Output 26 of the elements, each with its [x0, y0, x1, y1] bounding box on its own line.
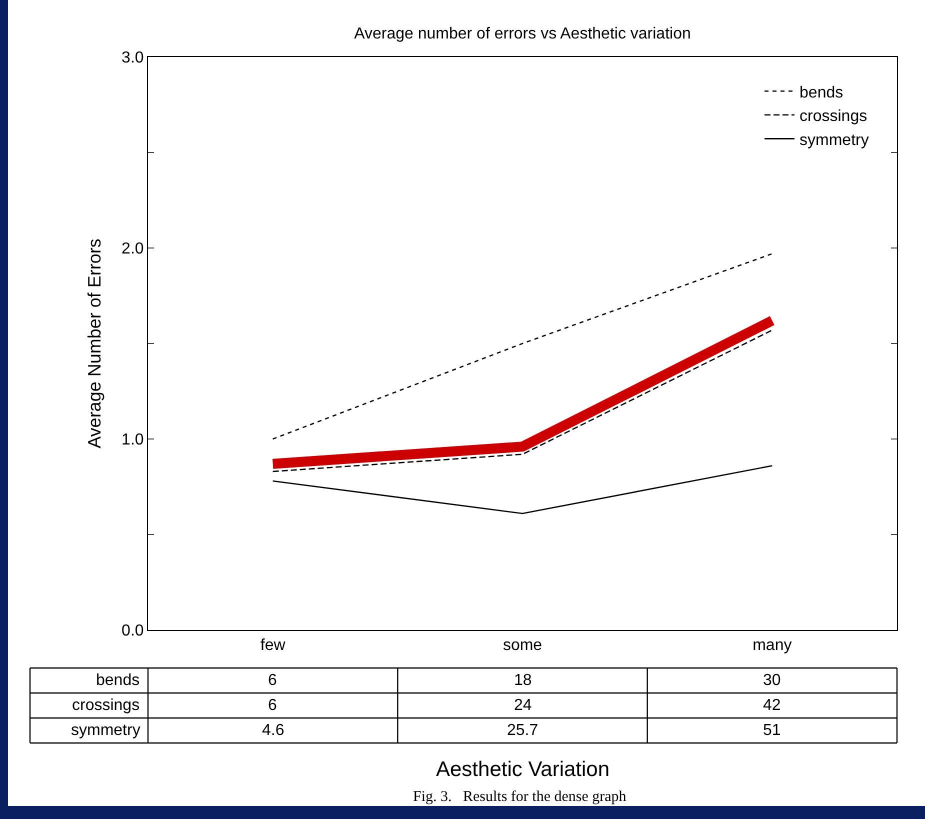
- y-tick-label: 2.0: [122, 240, 144, 258]
- legend-label: crossings: [800, 108, 868, 126]
- text: bends: [96, 672, 140, 689]
- x-tick-label: some: [502, 637, 542, 654]
- x-tick-label: few: [260, 637, 286, 654]
- text: 6: [268, 672, 277, 689]
- x-axis-title: Aesthetic Variation: [436, 758, 610, 781]
- legend-label: symmetry: [800, 132, 869, 149]
- text: 51: [763, 722, 781, 739]
- x-tick-label: many: [752, 637, 792, 654]
- text: 30: [763, 672, 781, 689]
- text: 18: [514, 672, 532, 689]
- y-tick-label: 3.0: [122, 50, 144, 67]
- text: 25.7: [507, 722, 538, 739]
- caption: Fig. 3. Results for the dense graph: [413, 789, 627, 805]
- text: 4.6: [262, 722, 284, 739]
- legend-label: bends: [800, 84, 844, 102]
- y-axis-title: Average Number of Errors: [84, 238, 105, 448]
- text: 42: [763, 697, 781, 714]
- y-tick-label: 1.0: [122, 432, 144, 449]
- y-tick-label: 0.0: [122, 622, 144, 640]
- text: 24: [514, 697, 532, 714]
- text: 6: [268, 697, 277, 714]
- text: symmetry: [71, 722, 140, 739]
- chart-title: Average number of errors vs Aesthetic variation: [354, 26, 691, 43]
- text: crossings: [72, 697, 140, 714]
